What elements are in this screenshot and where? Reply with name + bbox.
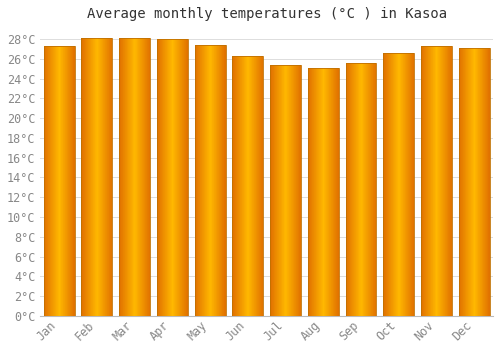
Title: Average monthly temperatures (°C ) in Kasoa: Average monthly temperatures (°C ) in Ka…	[86, 7, 446, 21]
Bar	[194, 45, 226, 316]
Bar	[44, 46, 74, 316]
Bar	[346, 63, 376, 316]
Bar	[308, 68, 338, 316]
Bar	[82, 38, 112, 316]
Bar	[421, 46, 452, 316]
Bar	[119, 38, 150, 316]
Bar	[458, 48, 490, 316]
Bar	[384, 53, 414, 316]
Bar	[232, 56, 264, 316]
Bar	[270, 65, 301, 316]
Bar	[157, 39, 188, 316]
